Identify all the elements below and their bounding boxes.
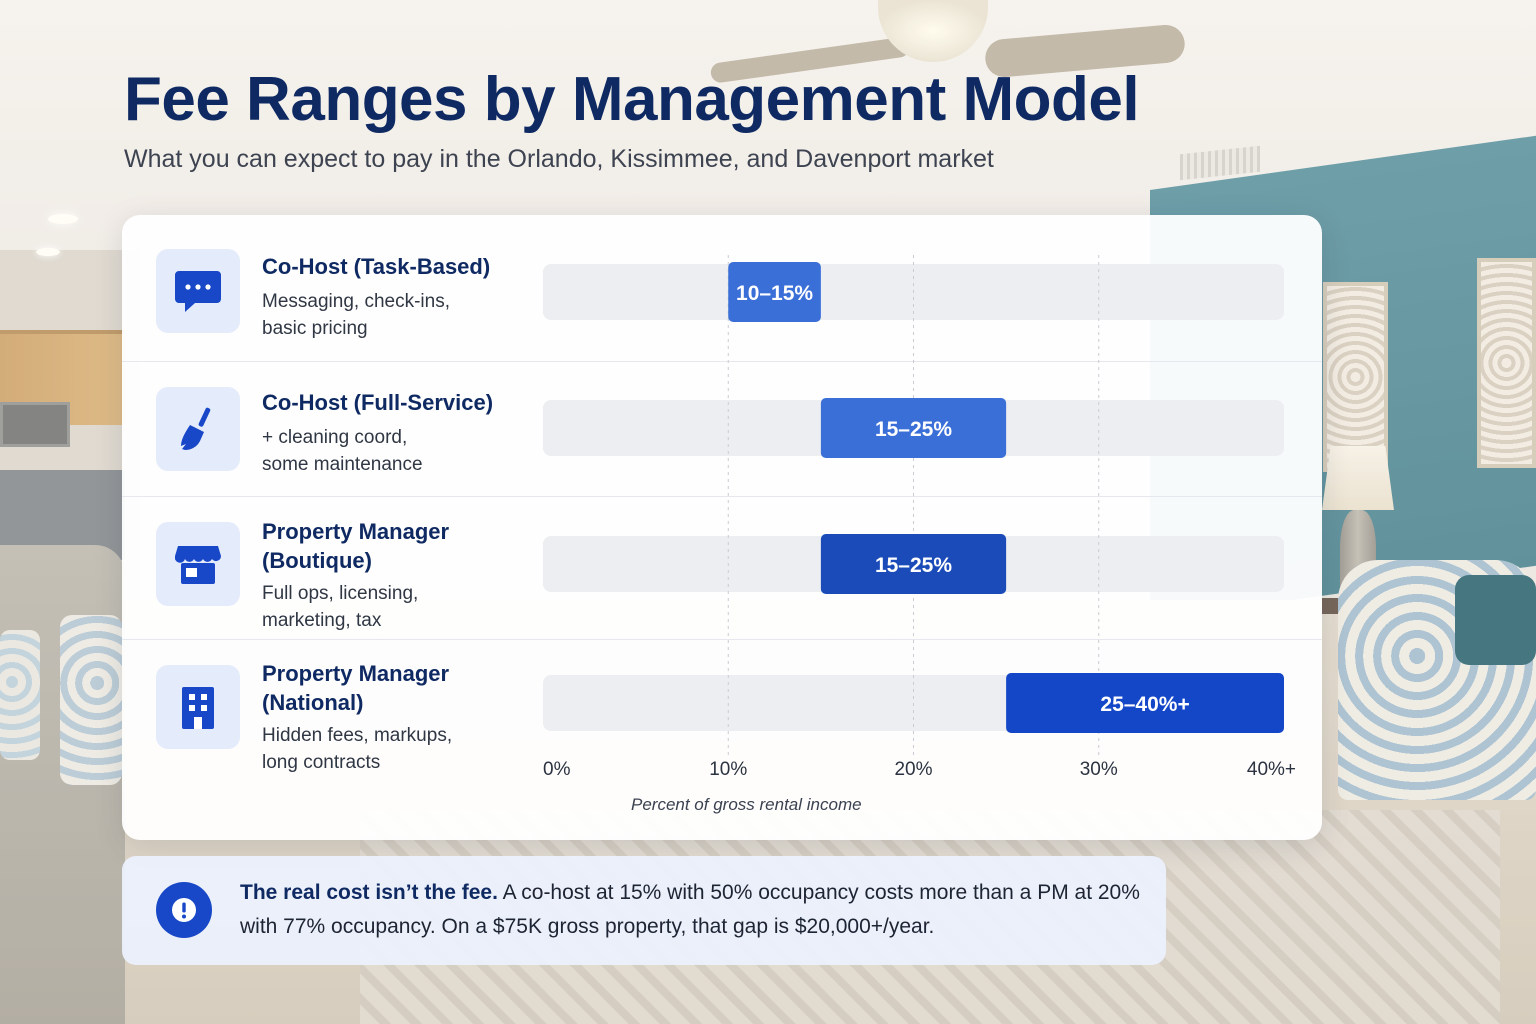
category-description: Messaging, check-ins,: [262, 291, 450, 312]
x-tick-label: 10%: [709, 759, 747, 780]
category-title: (Boutique): [262, 548, 372, 573]
row-divider: [122, 361, 1322, 362]
category-title: Property Manager: [262, 519, 450, 544]
recessed-light: [36, 248, 60, 256]
range-bar: [820, 534, 1007, 594]
fee-range-chart: 10–15% 15–25% 15–25% 25–40%+ 0% 10% 20% 30% 40%+: [543, 255, 1296, 780]
sofa-pillow: [60, 615, 122, 785]
x-tick-label: 30%: [1080, 759, 1118, 780]
category-description: Hidden fees, markups,: [262, 725, 453, 746]
page-subtitle: What you can expect to pay in the Orland…: [124, 145, 994, 173]
x-axis-title: Percent of gross rental income: [631, 795, 862, 814]
alert-icon: [156, 882, 212, 938]
category-description: some maintenance: [262, 454, 423, 475]
microwave: [0, 402, 70, 447]
storefront-icon: [156, 522, 240, 606]
category-title: (National): [262, 690, 364, 715]
chart-card: Co-Host (Task-Based) Messaging, check-in…: [122, 215, 1322, 840]
category-description: + cleaning coord,: [262, 427, 408, 448]
callout-bold: The real cost isn’t the fee.: [240, 881, 498, 904]
row-divider: [122, 496, 1322, 497]
broom-icon: [156, 387, 240, 471]
page-title: Fee Ranges by Management Model: [124, 65, 1140, 134]
callout-text: The real cost isn’t the fee. A co-host a…: [240, 876, 1150, 944]
category-description: Full ops, licensing,: [262, 583, 419, 604]
category-description: basic pricing: [262, 318, 368, 339]
category-title: Co-Host (Task-Based): [262, 254, 491, 279]
x-tick-label: 20%: [894, 759, 932, 780]
wall-art-panel: [1477, 258, 1536, 468]
sofa-pillow: [0, 630, 40, 760]
wall-art-panel: [1323, 282, 1388, 472]
x-tick-label: 40%+: [1247, 759, 1296, 780]
category-description: long contracts: [262, 752, 381, 773]
bar-value-label: 25–40%+: [1100, 693, 1189, 716]
category-title: Co-Host (Full-Service): [262, 390, 494, 415]
range-bar: [1006, 673, 1284, 733]
recessed-light: [48, 214, 78, 224]
bar-value-label: 10–15%: [736, 282, 813, 305]
row-divider: [122, 639, 1322, 640]
chat-bubble-icon: [156, 249, 240, 333]
bar-value-label: 15–25%: [875, 554, 952, 577]
insight-callout: The real cost isn’t the fee. A co-host a…: [122, 856, 1166, 965]
range-bar: [728, 262, 821, 322]
lamp-shade: [1322, 446, 1394, 510]
office-building-icon: [156, 665, 240, 749]
callout-body: A co-host at 15% with 50% occupancy cost…: [240, 881, 1140, 938]
category-description: marketing, tax: [262, 610, 382, 631]
range-bar: [820, 398, 1007, 458]
bar-value-label: 15–25%: [875, 418, 952, 441]
category-title: Property Manager: [262, 661, 450, 686]
x-tick-label: 0%: [543, 759, 571, 780]
armchair-pillow: [1455, 575, 1536, 665]
